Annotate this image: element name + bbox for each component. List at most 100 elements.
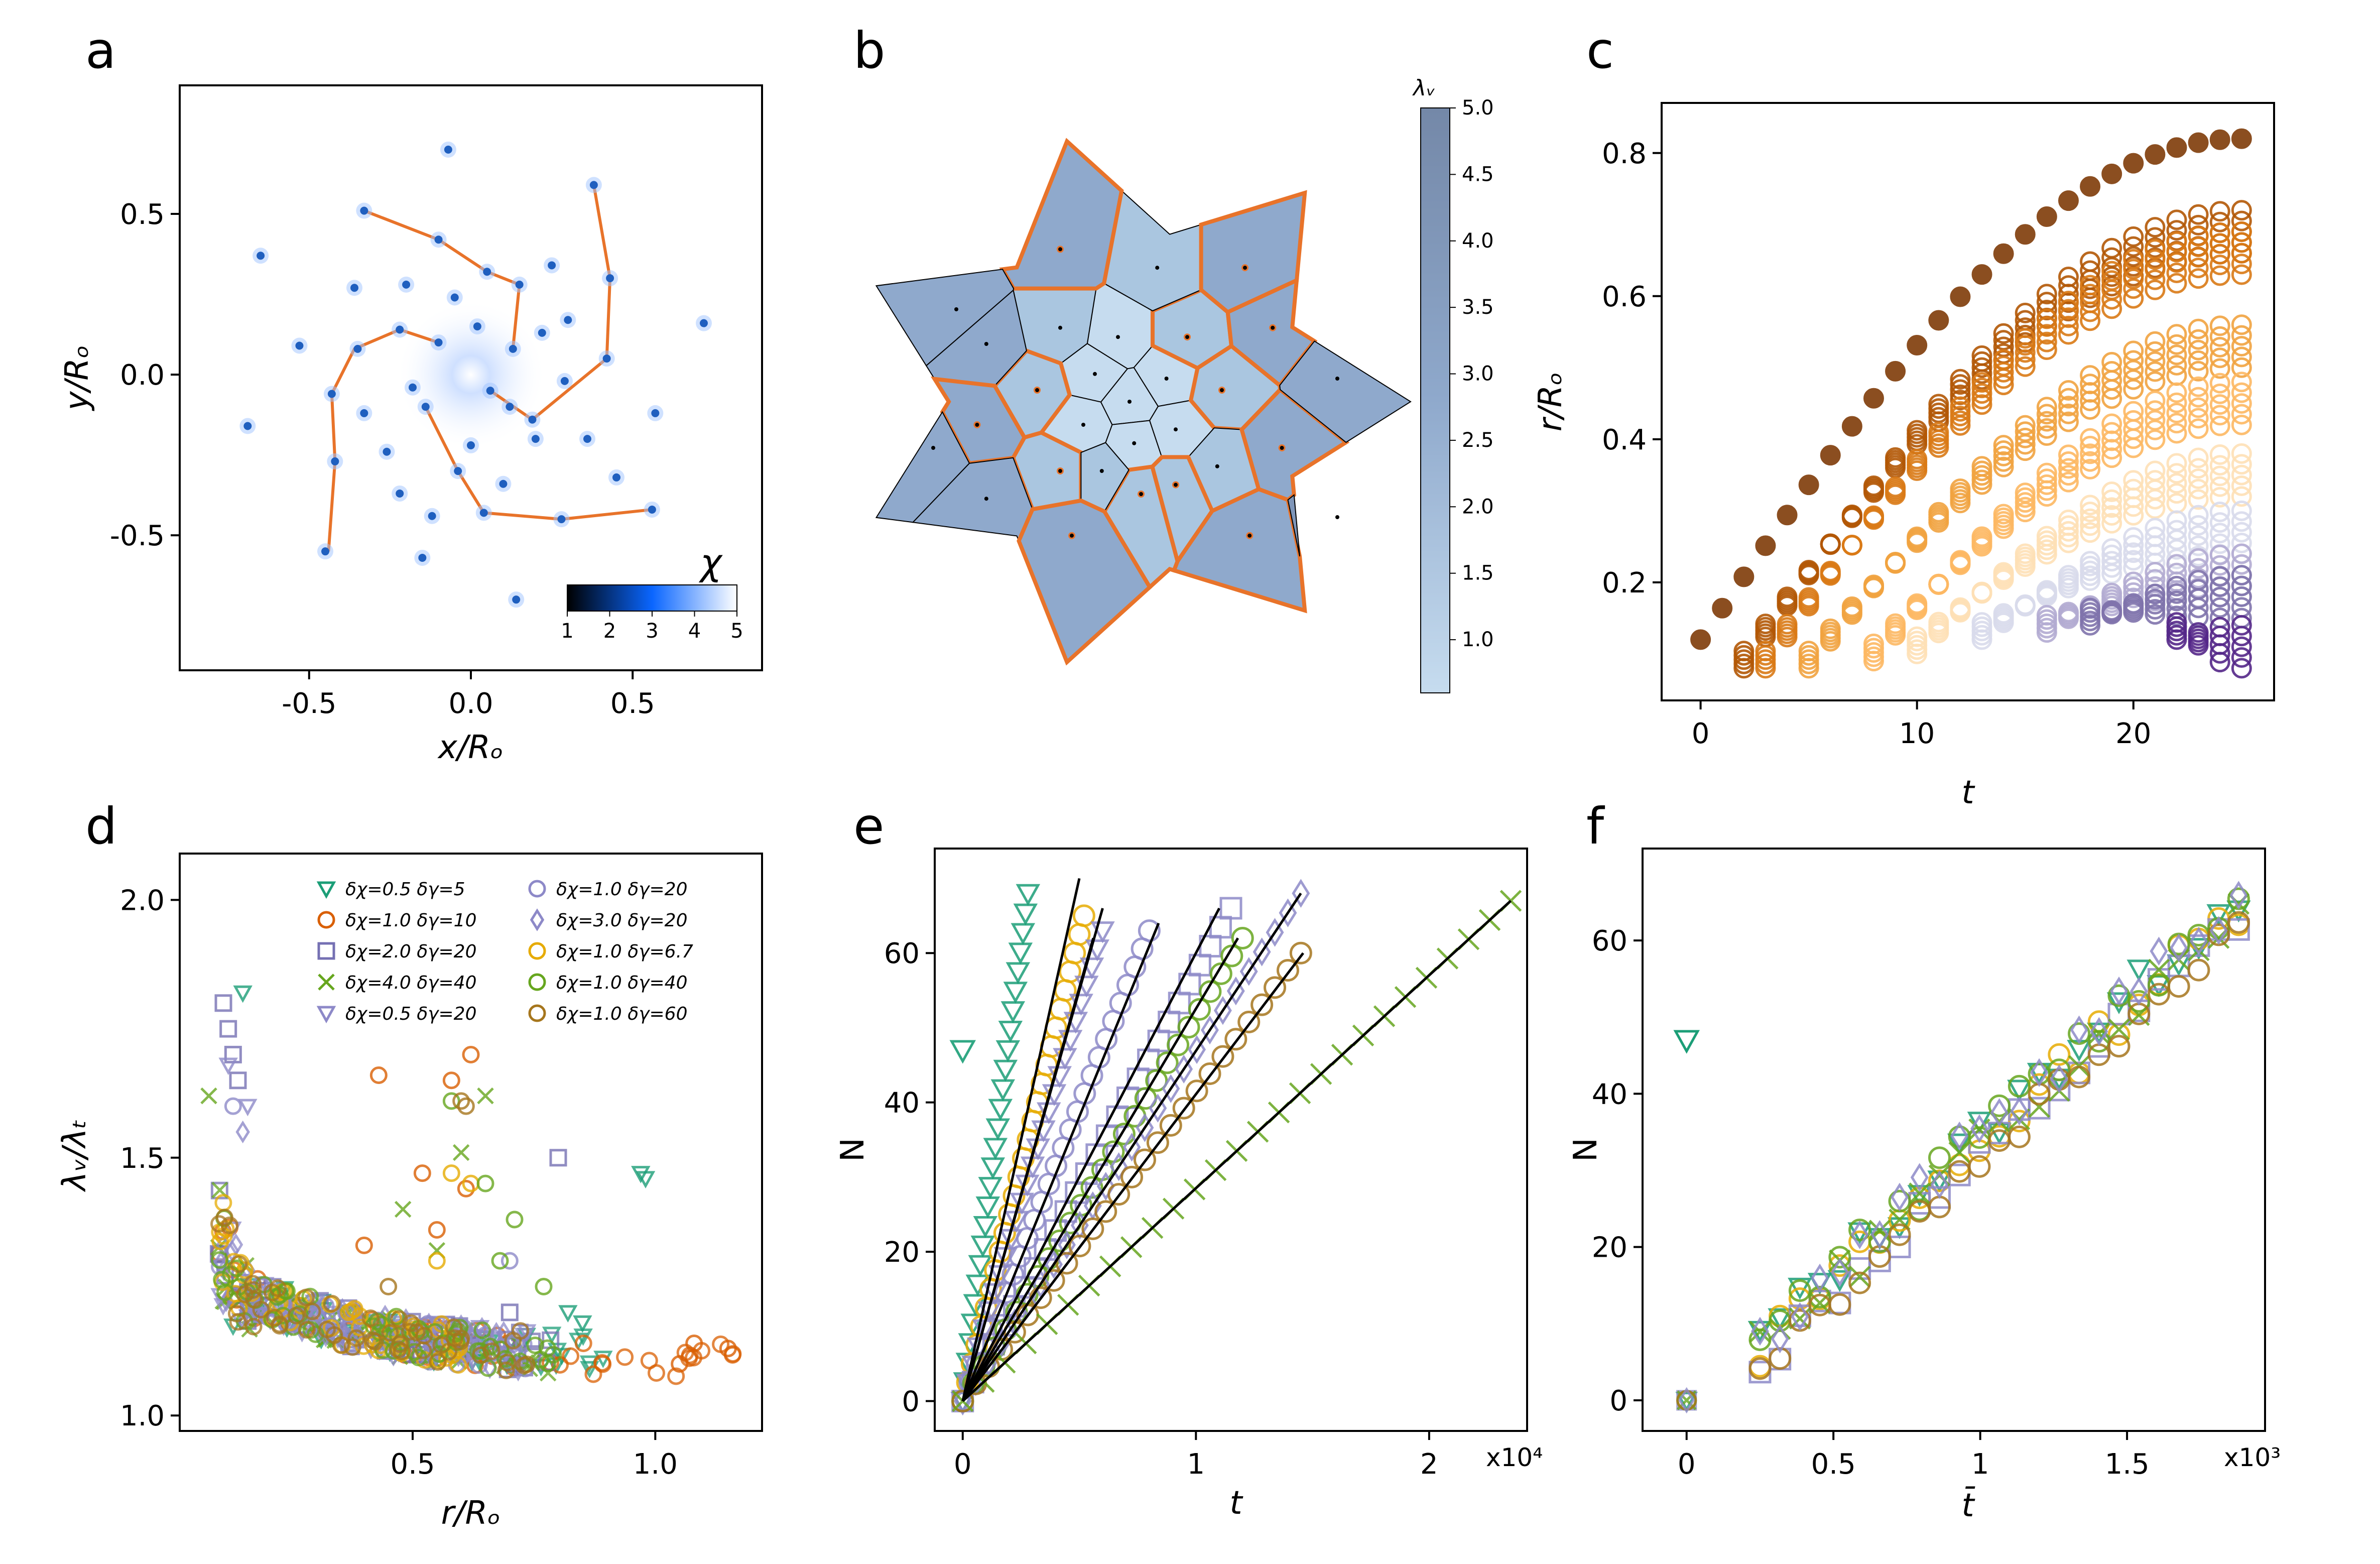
point-c (1971, 583, 1992, 604)
point-c (2231, 372, 2252, 393)
point-c (2188, 376, 2209, 397)
point-e (960, 1313, 985, 1336)
panel-a-xtick-label: 0.5 (610, 687, 655, 720)
point-f (1891, 1182, 1909, 1212)
point-c (2209, 576, 2230, 597)
point-c (1993, 518, 2014, 539)
data-point (483, 268, 491, 276)
point-f (1970, 1114, 1988, 1143)
data-point (583, 435, 591, 443)
legend-marker (316, 881, 336, 899)
point-c (2123, 369, 2144, 390)
point-c (2166, 583, 2187, 604)
point-f (1967, 1112, 1992, 1134)
panel-f-ytick-label: 60 (1592, 925, 1627, 957)
point-c (2209, 555, 2230, 576)
point-c (2209, 415, 2230, 436)
point-c (2188, 447, 2209, 468)
point-c (2209, 336, 2230, 357)
point-c (1907, 532, 1928, 553)
point-c (2123, 587, 2144, 609)
point-c (1993, 362, 2014, 383)
legend-marker (528, 880, 546, 898)
point-f (2010, 1097, 2029, 1126)
point-c (2145, 341, 2166, 362)
colorbar-tick-label: 5 (730, 620, 743, 643)
point-c (2145, 583, 2166, 605)
point-c (2058, 315, 2079, 336)
point-c (2101, 163, 2122, 184)
point-d (500, 1252, 519, 1270)
point-c (2166, 483, 2187, 504)
point-e (1279, 898, 1297, 927)
point-c (2015, 328, 2036, 349)
point-e (1112, 1123, 1136, 1146)
point-d (213, 1271, 231, 1289)
data-point (486, 387, 494, 395)
point-c (2231, 615, 2252, 636)
point-d (568, 1333, 588, 1351)
point-c (2101, 388, 2122, 409)
point-c (2015, 302, 2036, 323)
point-d (390, 1310, 408, 1328)
point-c (2080, 508, 2101, 529)
data-point (467, 441, 475, 449)
point-e (1136, 1113, 1154, 1142)
panel-c-scatter: 0 10 20 0.2 0.4 0.6 0.8 t r/Rₒ (1532, 102, 2275, 811)
point-d (380, 1278, 398, 1295)
point-f (2050, 1064, 2068, 1094)
panel-d-ylabel: λᵥ/λₜ (56, 1119, 93, 1192)
point-c (2188, 329, 2209, 350)
point-d (268, 1288, 286, 1306)
point-f (1968, 1118, 1990, 1141)
voronoi-cell (875, 269, 1015, 367)
point-c (2209, 566, 2230, 587)
point-d (671, 1355, 689, 1373)
point-f (1748, 1357, 1772, 1380)
point-c (2145, 552, 2166, 573)
point-e (1138, 919, 1161, 942)
point-c (2145, 269, 2166, 290)
point-c (1993, 243, 2014, 264)
point-f (2008, 1110, 2031, 1133)
point-c (2015, 224, 2036, 245)
point-f (2048, 1058, 2071, 1081)
point-c (2231, 243, 2252, 264)
point-e (993, 1059, 1018, 1082)
point-c (1820, 445, 1841, 466)
point-c (1885, 360, 1906, 382)
point-c (2123, 437, 2144, 458)
panel-c-xtick-label: 10 (1899, 717, 1935, 750)
point-c (1733, 566, 1755, 587)
point-c (2145, 390, 2166, 411)
point-c (2166, 344, 2187, 366)
point-c (2058, 577, 2079, 598)
point-c (2231, 210, 2252, 231)
legend-marker (528, 973, 546, 991)
point-c (2188, 515, 2209, 536)
point-d (580, 1361, 599, 1379)
point-c (2123, 550, 2144, 571)
point-d (323, 1294, 341, 1312)
point-c (2188, 339, 2209, 360)
point-f (2070, 1015, 2088, 1044)
point-c (2036, 292, 2057, 313)
data-point (257, 252, 265, 260)
point-c (2015, 556, 2036, 577)
point-e (1000, 1001, 1026, 1023)
point-c (1971, 378, 1992, 399)
point-c (2166, 612, 2187, 633)
point-c (2123, 535, 2144, 556)
point-c (2101, 505, 2122, 526)
point-c (2209, 476, 2230, 497)
point-e (970, 1235, 995, 1258)
point-f (2007, 1079, 2032, 1102)
seed-point (1164, 377, 1169, 381)
point-c (2188, 214, 2209, 235)
legend-marker (317, 942, 335, 960)
point-c (2231, 325, 2252, 346)
legend-label: δχ=0.5 δγ=20 (345, 1004, 477, 1024)
point-e (1185, 1079, 1208, 1103)
point-c (2209, 222, 2230, 244)
point-c (2123, 379, 2144, 400)
